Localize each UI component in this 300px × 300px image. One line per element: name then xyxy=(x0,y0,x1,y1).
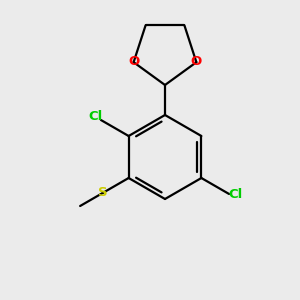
Text: O: O xyxy=(191,55,202,68)
Text: Cl: Cl xyxy=(89,110,103,124)
Text: S: S xyxy=(98,185,107,199)
Text: Cl: Cl xyxy=(228,188,242,200)
Text: O: O xyxy=(128,55,139,68)
